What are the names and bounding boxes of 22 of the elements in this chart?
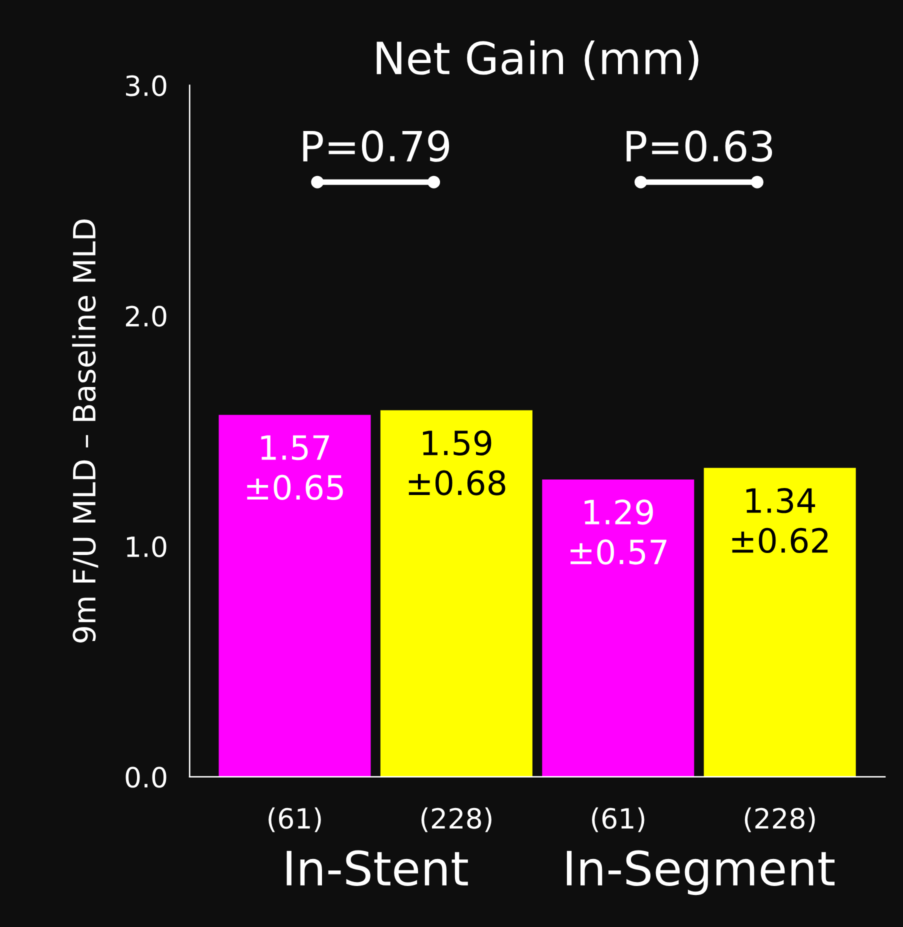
bar: [704, 468, 856, 777]
x-tick-label: (61): [592, 807, 644, 832]
x-tick-label: (228): [744, 807, 815, 832]
bar: [380, 410, 532, 777]
annotation: P=0.63: [626, 130, 772, 162]
y-tick-label: 2.0: [126, 306, 166, 327]
text: In-Segment: [566, 850, 835, 896]
data-label: 1.59 ±0.68: [408, 430, 506, 496]
text: In-Stent: [286, 850, 468, 886]
x-tick-label: (228): [421, 807, 492, 832]
x-tick-label: (61): [268, 807, 321, 832]
y-tick-label: 1.0: [126, 536, 166, 558]
annotation: P=0.79: [303, 130, 450, 162]
y-tick-label: 0.0: [126, 766, 166, 788]
bar: [542, 479, 694, 777]
chart-title: Net Gain (mm): [376, 40, 698, 80]
data-label: 1.34 ±0.62: [732, 488, 828, 554]
data-label: 1.29 ±0.57: [570, 499, 666, 565]
y-axis-title: 9m F/U MLD – Baseline MLD: [72, 220, 98, 642]
y-tick-label: 3.0: [126, 75, 166, 96]
bar: [218, 414, 371, 777]
data-label: 1.57 ±0.65: [247, 435, 343, 500]
